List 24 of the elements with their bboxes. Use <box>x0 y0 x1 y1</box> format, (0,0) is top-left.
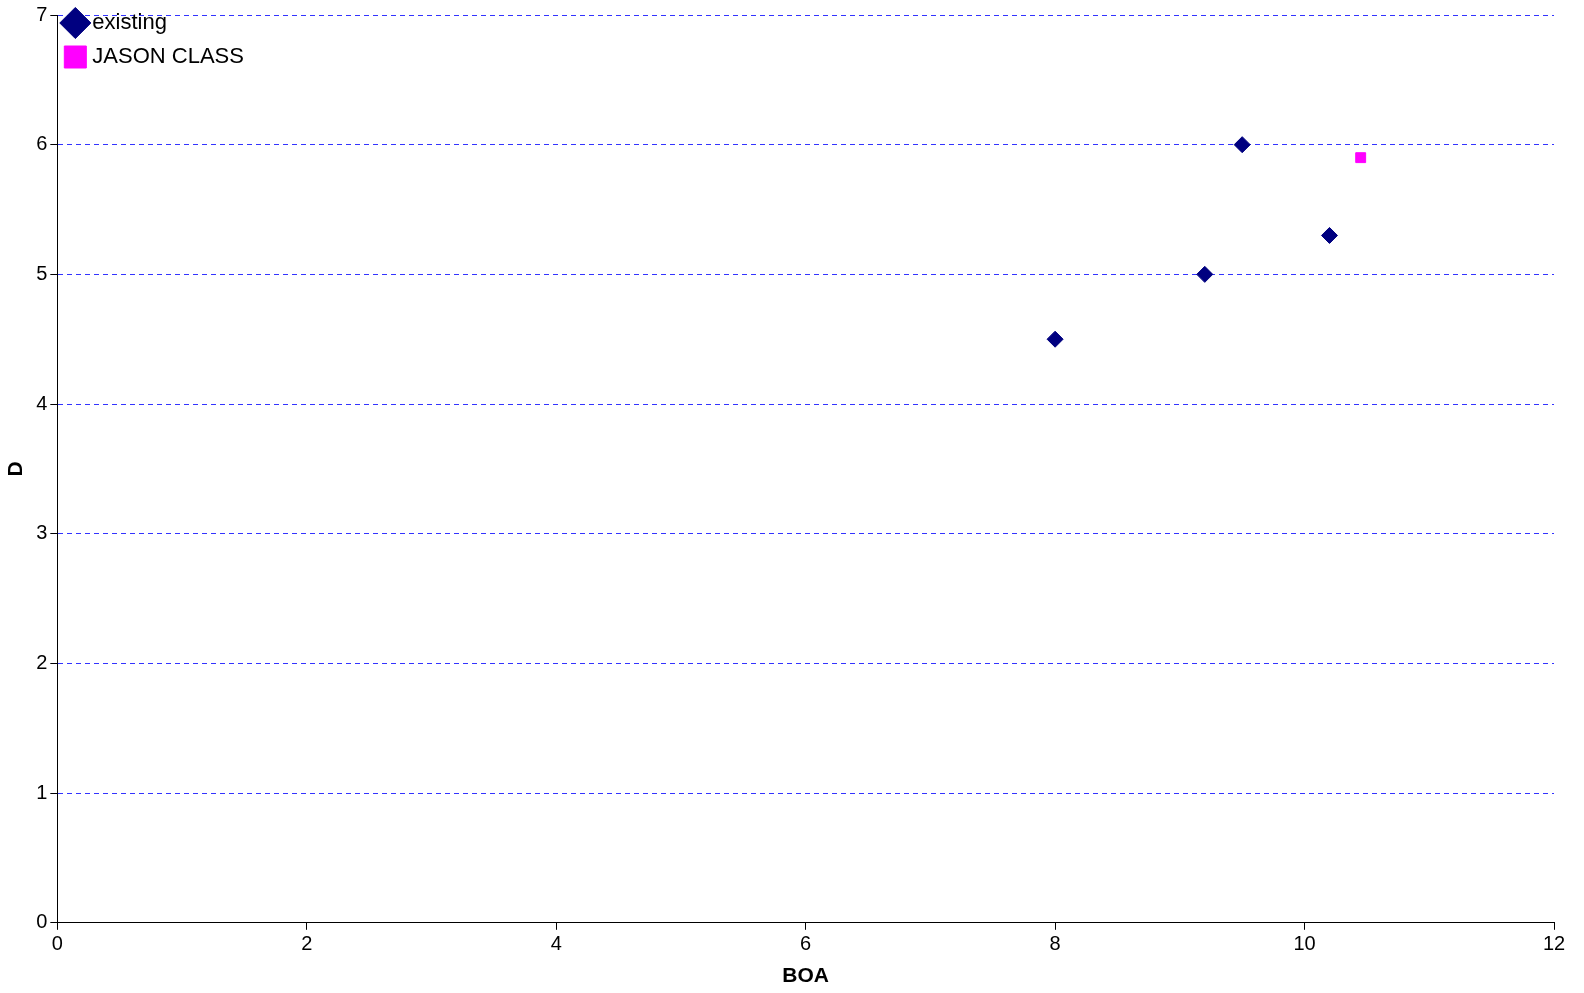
x-tick-label: 0 <box>51 932 63 955</box>
point <box>1233 136 1251 154</box>
point <box>1355 152 1367 164</box>
y-axis-title: D <box>3 461 27 477</box>
x-axis-title: BOA <box>782 963 829 987</box>
legend-label: existing <box>92 9 167 35</box>
x-tick-label: 4 <box>550 932 562 955</box>
y-tick-label: 7 <box>36 2 48 25</box>
y-tick-label: 1 <box>36 780 48 803</box>
y-tick-label: 0 <box>36 910 48 933</box>
x-tick-label: 2 <box>301 932 313 955</box>
y-tick-label: 2 <box>36 650 48 673</box>
x-tick-label: 10 <box>1293 932 1316 955</box>
y-tick-label: 4 <box>36 391 48 414</box>
x-tick-label: 6 <box>800 932 812 955</box>
y-tick-label: 5 <box>36 261 48 284</box>
point <box>1196 265 1214 283</box>
x-tick-label: 12 <box>1542 932 1566 955</box>
point <box>1321 226 1338 244</box>
y-tick-label: 3 <box>36 521 48 544</box>
legend-label: JASON CLASS <box>92 43 244 69</box>
x-tick-label: 8 <box>1049 932 1061 955</box>
y-tick-label: 6 <box>36 132 48 155</box>
point <box>1046 330 1064 348</box>
